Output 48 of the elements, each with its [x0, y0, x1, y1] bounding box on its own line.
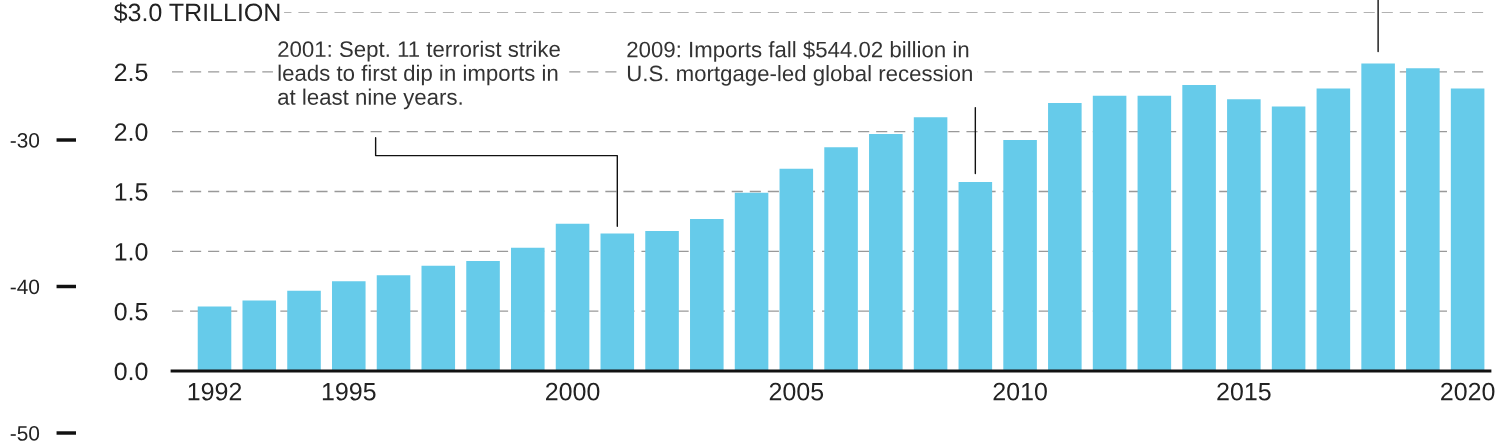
y-tick-label: 0.5	[114, 302, 148, 321]
y2-tick-label: -50	[10, 426, 40, 441]
bar	[1003, 140, 1037, 371]
y-tick-label: 1.0	[115, 242, 148, 261]
bar	[466, 260, 500, 371]
y2-tick-label: -30	[10, 133, 40, 148]
bar	[1048, 102, 1082, 371]
bar	[690, 219, 724, 371]
bar	[376, 275, 411, 371]
y-tick-label: $3.0 TRILLION	[113, 2, 280, 23]
x-tick-label: 2000	[546, 382, 600, 401]
annotation: 2001: Sept. 11 terrorist strike leads to first dip in imports in at least nine years.	[278, 40, 560, 110]
bar	[869, 134, 903, 371]
y-tick-label: 2.0	[114, 123, 148, 141]
bar	[1406, 68, 1440, 371]
annotation: 2009: Imports fall $544.02 billion in U.S. mortgage-led global recession	[627, 40, 972, 86]
bar	[1092, 95, 1127, 371]
x-tick-label: 2015	[1217, 382, 1271, 401]
bar	[242, 300, 277, 371]
bar	[1316, 88, 1351, 371]
bar	[824, 147, 858, 371]
bar	[287, 290, 321, 371]
x-tick-label: 1995	[322, 382, 376, 401]
y-tick-label: 2.5	[114, 63, 148, 82]
bar	[1271, 106, 1306, 371]
y2-tick-label: -40	[10, 279, 40, 295]
x-tick-label: 1992	[188, 382, 242, 401]
bar	[1182, 85, 1216, 371]
bar	[958, 181, 993, 371]
bar	[734, 192, 769, 371]
bar	[779, 168, 814, 371]
bar	[1450, 88, 1485, 371]
bar	[1227, 99, 1261, 371]
bar	[421, 265, 456, 371]
y-tick-label: 0.0	[114, 362, 148, 381]
bar	[197, 306, 232, 371]
bar	[555, 223, 590, 371]
x-tick-label: 2005	[769, 382, 824, 401]
x-tick-label: 2010	[993, 382, 1047, 401]
bar	[1137, 95, 1172, 371]
x-tick-label: 2020	[1441, 382, 1495, 401]
y-tick-label: 1.5	[115, 183, 148, 201]
bar	[331, 281, 366, 371]
bar	[645, 230, 679, 371]
bar	[1361, 63, 1395, 371]
bar	[600, 233, 635, 371]
bar	[913, 117, 948, 371]
bar	[511, 247, 545, 371]
